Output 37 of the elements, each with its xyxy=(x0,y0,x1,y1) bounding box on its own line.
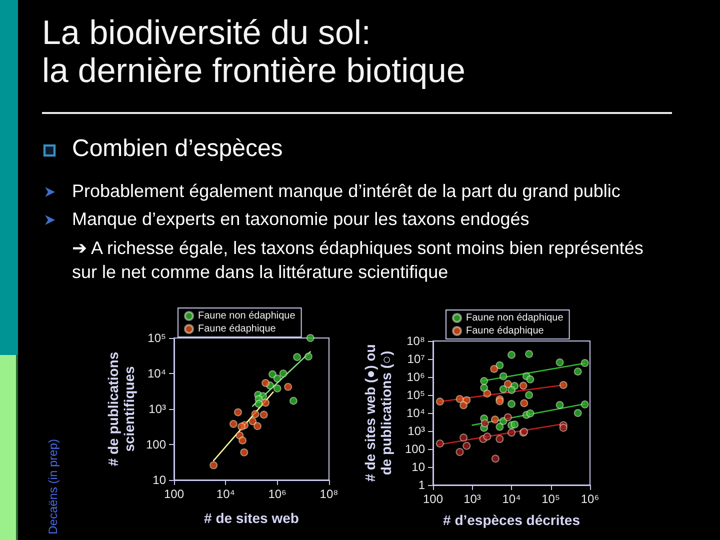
y-tick-label: 1 xyxy=(418,478,426,492)
y-tick-label: 10⁴ xyxy=(147,366,166,380)
y-tick-label: 10⁵ xyxy=(406,388,426,402)
x-axis-title: # d’espèces décrites xyxy=(443,512,580,528)
text: La biodiversité du sol: la dernière frontière biotique xyxy=(42,14,466,90)
x-tick-label: 10³ xyxy=(464,492,481,506)
y-tick-label: 10⁶ xyxy=(406,370,426,384)
text: Decaëns (in prep) xyxy=(46,438,60,534)
x-tick-label: 100 xyxy=(422,492,444,506)
text: Combien d’espèces xyxy=(72,134,284,164)
y-tick-label: 10⁵ xyxy=(148,331,166,345)
y-tick-label: 100 xyxy=(404,442,426,456)
y-tick-label: 10 xyxy=(152,473,166,487)
legend-label: Faune édaphique xyxy=(198,324,276,334)
x-tick-label: 10⁵ xyxy=(542,492,560,506)
text: ➔ A richesse égale, les taxons édaphiques sont moins bien représentés sur le net comme dans la littérature scientifique xyxy=(72,237,644,284)
legend-label: Faune non édaphique xyxy=(198,310,296,322)
x-tick-label: 10⁶ xyxy=(268,487,287,501)
y-tick-label: 10⁴ xyxy=(406,406,425,420)
y-tick-label: 10³ xyxy=(148,402,166,416)
y-axis-title: # de publications scientifiques xyxy=(105,352,137,466)
legend-label: Faune non édaphique xyxy=(466,312,564,324)
y-axis-title: # de sites web (●) ou de publications (○) xyxy=(362,344,394,482)
y-tick-label: 10⁸ xyxy=(406,334,425,348)
y-tick-label: 10⁷ xyxy=(407,352,425,366)
x-tick-label: 10⁶ xyxy=(580,492,600,506)
y-tick-label: 100 xyxy=(146,438,166,452)
text: Manque d’experts en taxonomie pour les taxons endogés xyxy=(72,208,530,231)
x-axis-title: # de sites web xyxy=(204,510,299,526)
x-tick-label: 10⁸ xyxy=(320,487,338,501)
text: Probablement également manque d’intérêt de la part du grand public xyxy=(72,180,622,203)
x-tick-label: 10⁴ xyxy=(502,492,521,506)
y-tick-label: 10 xyxy=(412,460,426,474)
y-tick-label: 10³ xyxy=(408,424,426,438)
legend-label: Faune édaphique xyxy=(466,326,544,336)
x-tick-label: 100 xyxy=(164,487,184,501)
x-tick-label: 10⁴ xyxy=(216,487,235,501)
